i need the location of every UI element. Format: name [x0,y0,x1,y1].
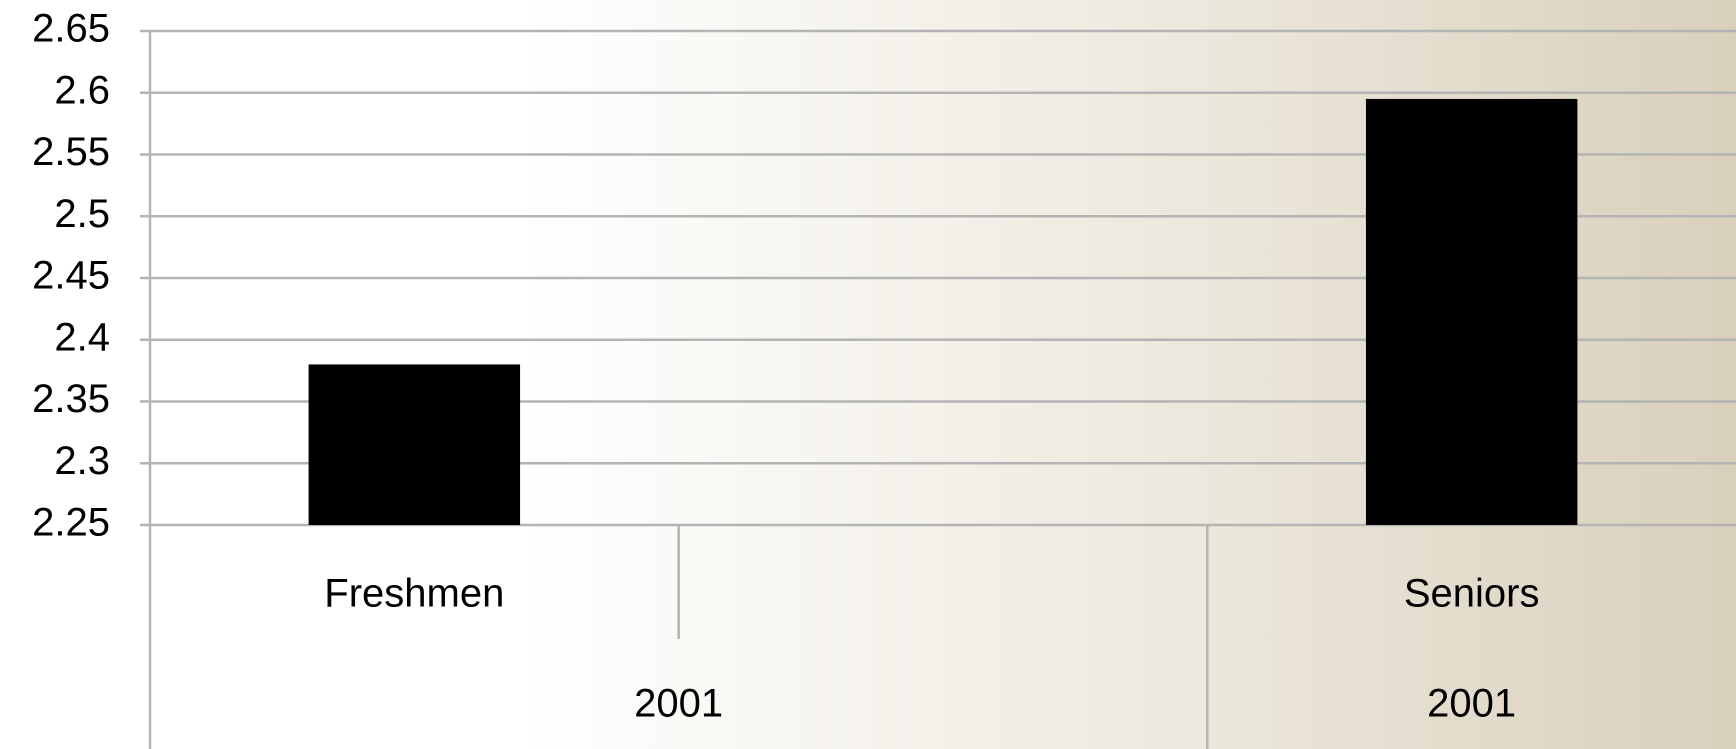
y-tick-label: 2.65 [32,7,110,51]
page: 2.25 2.3 2.35 2.4 2.45 2.5 2.55 2.6 2.65 Freshmen… [0,0,1736,749]
bar [309,364,520,525]
chart: 2.25 2.3 2.35 2.4 2.45 2.5 2.55 2.6 2.65 Freshmen… [0,0,1736,749]
y-tick-label: 2.5 [54,192,110,236]
x-tick-label: Seniors [1404,572,1540,616]
y-tick-label: 2.4 [54,315,110,359]
y-tick-label: 2.3 [54,439,110,483]
y-tick-label: 2.55 [32,130,110,174]
y-tick-label: 2.45 [32,254,110,298]
bar [1366,99,1577,525]
group-label: 2001 [634,682,723,726]
y-tick-label: 2.6 [54,68,110,112]
group-label: 2001 [1427,682,1516,726]
x-tick-label: Freshmen [324,572,504,616]
y-tick-label: 2.25 [32,501,110,545]
y-tick-label: 2.35 [32,377,110,421]
